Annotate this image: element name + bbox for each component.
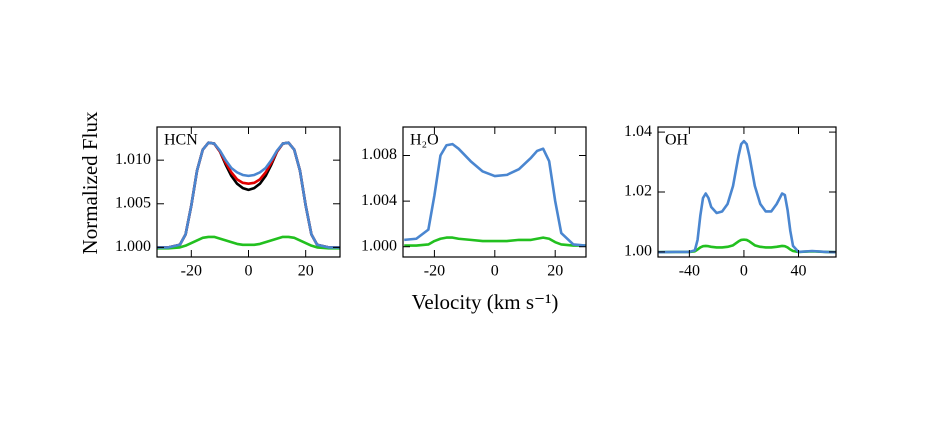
x-tick-label: 20 xyxy=(298,263,314,280)
data-line xyxy=(157,141,340,249)
y-tick-label: 1.000 xyxy=(115,238,151,255)
data-line xyxy=(404,142,586,247)
y-axis-label: Normalized Flux xyxy=(78,111,102,254)
data-line xyxy=(657,238,836,254)
x-tick-label: -40 xyxy=(679,263,700,280)
panel-label: OH xyxy=(665,132,689,149)
y-tick-label: 1.000 xyxy=(361,237,397,254)
data-line xyxy=(157,141,340,249)
y-tick-label: 1.02 xyxy=(624,183,652,200)
y-tick-label: 1.010 xyxy=(115,151,151,168)
x-tick-label: -20 xyxy=(424,263,445,280)
plot-frame xyxy=(657,126,837,258)
y-tick-label: 1.004 xyxy=(361,192,397,209)
y-tick-label: 1.04 xyxy=(624,123,652,140)
y-tick-label: 1.005 xyxy=(115,194,151,211)
x-tick-label: 40 xyxy=(790,263,806,280)
data-line xyxy=(657,139,836,254)
data-line xyxy=(157,141,340,249)
panel-label: HCN xyxy=(164,132,198,149)
x-tick-label: -20 xyxy=(181,263,202,280)
panel-label: H₂O xyxy=(410,132,439,149)
x-axis-label: Velocity (km s⁻¹) xyxy=(412,290,559,314)
data-line xyxy=(157,235,340,250)
x-tick-label: 0 xyxy=(740,263,748,280)
y-tick-label: 1.008 xyxy=(361,146,397,163)
x-tick-label: 20 xyxy=(547,263,563,280)
plot-frame xyxy=(402,126,587,258)
x-tick-label: 0 xyxy=(491,263,499,280)
plot-frame xyxy=(156,126,341,258)
data-line xyxy=(404,236,586,247)
y-tick-label: 1.00 xyxy=(624,243,652,260)
x-tick-label: 0 xyxy=(245,263,253,280)
